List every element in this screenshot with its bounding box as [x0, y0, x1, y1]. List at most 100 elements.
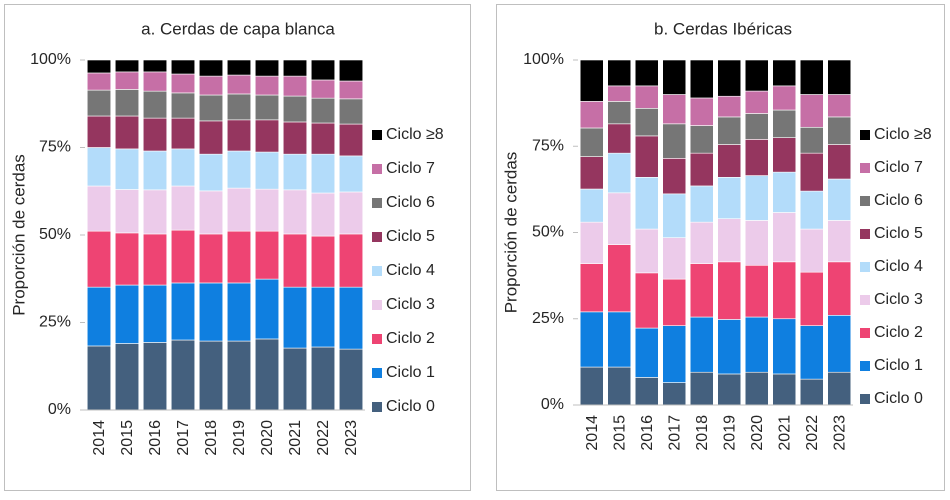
bar-segment [338, 80, 364, 100]
x-tick-label: 2015 [611, 415, 628, 451]
bar-segment [662, 382, 687, 406]
bar-segment [282, 121, 308, 155]
bar-segment [254, 230, 280, 280]
bar-segment [607, 123, 632, 154]
bar-segment [114, 71, 140, 90]
bar-segment [799, 228, 824, 273]
bar-segment [799, 190, 824, 230]
bar-segment [634, 135, 659, 178]
panel-frame [4, 4, 471, 491]
bar-segment [114, 115, 140, 150]
x-tick-label: 2020 [749, 415, 766, 451]
bar-segment [310, 153, 336, 194]
legend-swatch [372, 130, 382, 140]
bar-segment [772, 85, 797, 111]
legend-swatch [372, 402, 382, 412]
bar-segment [142, 342, 168, 411]
bar-segment [254, 75, 280, 96]
y-axis-label: Proporción de cerdas [9, 154, 28, 316]
y-axis-label: Proporción de cerdas [501, 152, 520, 314]
bar-segment [634, 108, 659, 137]
bar-segment [170, 282, 196, 341]
bar-segment [170, 229, 196, 284]
bar-segment [744, 59, 769, 92]
bar-segment [799, 152, 824, 192]
bar-segment [198, 153, 224, 192]
bar-segment [799, 325, 824, 380]
bar-segment [142, 284, 168, 343]
bar-segment [717, 116, 742, 145]
bar-segment [579, 221, 604, 264]
legend-label: Ciclo ≥8 [874, 126, 932, 143]
bar-segment [282, 189, 308, 235]
bar-segment [254, 338, 280, 411]
bar-segment [338, 155, 364, 193]
x-tick-label: 2019 [721, 415, 738, 451]
bar-segment [607, 59, 632, 87]
legend-swatch [860, 295, 870, 305]
y-tick-label: 100% [523, 51, 564, 68]
bar-segment [827, 144, 852, 180]
bar-segment [689, 97, 714, 126]
bar-segment [310, 97, 336, 124]
legend-label: Ciclo 3 [874, 291, 923, 308]
legend-label: Ciclo 6 [874, 192, 923, 209]
bar-segment [170, 117, 196, 150]
bar-segment [310, 286, 336, 348]
bar-segment [170, 339, 196, 411]
bar-segment [689, 221, 714, 264]
bar-segment [282, 286, 308, 349]
bar-segment [282, 95, 308, 123]
legend-swatch [860, 229, 870, 239]
bar-segment [254, 119, 280, 153]
panel-frame [496, 4, 945, 491]
bar-segment [689, 263, 714, 318]
bar-segment [170, 59, 196, 75]
x-tick-label: 2014 [584, 415, 601, 451]
legend-swatch [372, 368, 382, 378]
bar-segment [338, 98, 364, 125]
bar-segment [114, 284, 140, 344]
bar-segment [662, 94, 687, 125]
y-tick-label: 50% [532, 224, 564, 241]
bar-segment [198, 190, 224, 235]
bar-segment [282, 75, 308, 97]
bar-segment [86, 345, 112, 411]
x-tick-label: 2018 [694, 415, 711, 451]
bar-segment [689, 185, 714, 223]
bar-segment [717, 95, 742, 118]
bar-segment [310, 59, 336, 81]
bar-segment [772, 109, 797, 138]
bar-segment [799, 126, 824, 154]
legend-label: Ciclo 1 [874, 357, 923, 374]
y-tick-label: 100% [30, 51, 71, 68]
bar-segment [198, 282, 224, 342]
bar-segment [86, 185, 112, 232]
bar-segment [827, 59, 852, 95]
legend-label: Ciclo 5 [386, 228, 435, 245]
bar-segment [827, 314, 852, 373]
chart-title: b. Cerdas Ibéricas [654, 19, 792, 38]
bar-segment [579, 366, 604, 406]
y-tick-label: 25% [532, 310, 564, 327]
bar-segment [198, 233, 224, 284]
legend-swatch [860, 394, 870, 404]
bar-segment [634, 177, 659, 230]
bar-segment [170, 92, 196, 119]
bar-segment [282, 233, 308, 288]
x-tick-label: 2016 [147, 420, 164, 456]
legend-label: Ciclo 5 [874, 225, 923, 242]
bar-segment [198, 94, 224, 122]
legend-label: Ciclo 4 [874, 258, 923, 275]
x-tick-label: 2016 [639, 415, 656, 451]
bar-segment [114, 232, 140, 286]
legend-swatch [372, 300, 382, 310]
bar-segment [282, 59, 308, 77]
bar-segment [310, 79, 336, 99]
x-tick-label: 2021 [776, 415, 793, 451]
bar-segment [142, 189, 168, 235]
bar-segment [689, 152, 714, 187]
bar-segment [772, 171, 797, 213]
bar-segment [254, 59, 280, 77]
bar-segment [607, 85, 632, 102]
